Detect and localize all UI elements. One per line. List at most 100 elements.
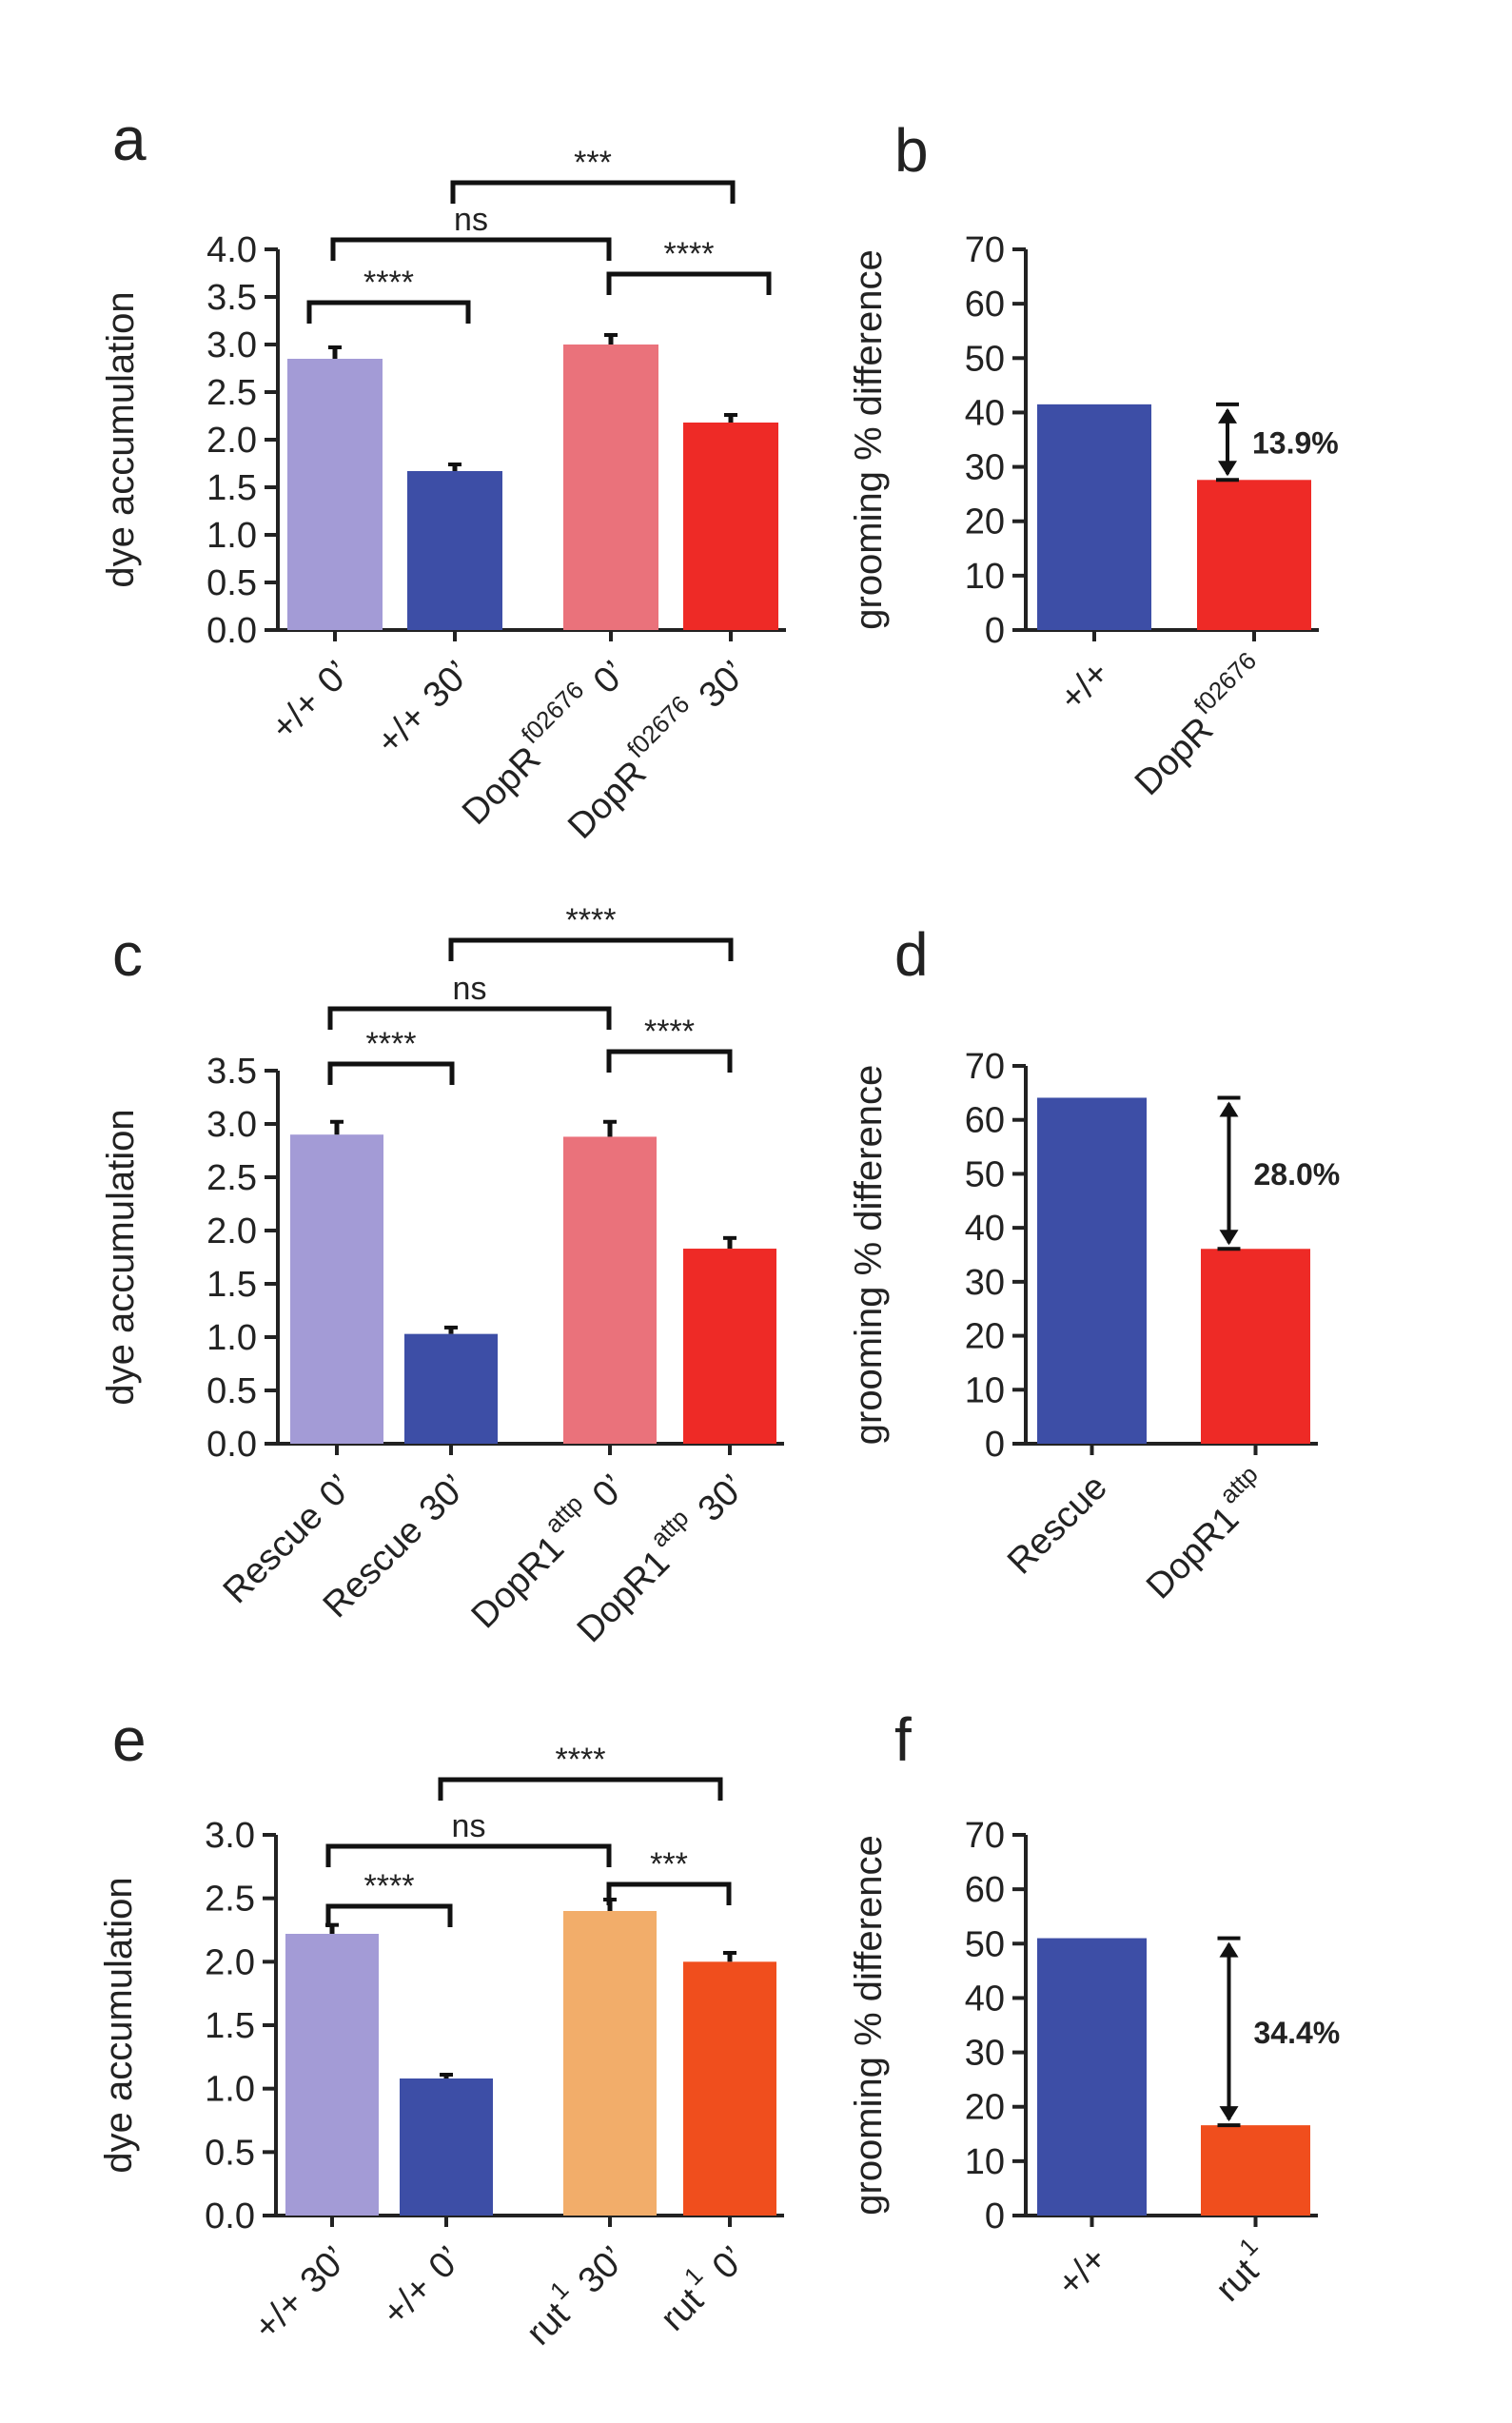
category-label: rut1 [1201,2232,1279,2310]
bar [404,1333,498,1444]
category-label: DopRf02676 [1120,646,1277,803]
significance-label: **** [364,1868,415,1904]
bar [563,1911,657,2216]
y-axis-label: grooming % difference [848,249,890,630]
significance-bracket [325,1843,612,1867]
category-label: DopRf0267630’ [553,646,754,847]
y-tick-label: 70 [965,1047,1005,1087]
difference-label: 28.0% [1254,1157,1341,1192]
category-superscript: attp [539,1489,588,1539]
bar [1197,480,1311,630]
bar [400,2078,493,2216]
significance-label: ns [452,1808,486,1844]
y-tick-label: 70 [965,1816,1005,1856]
y-tick-label: 4.0 [206,230,257,270]
y-tick-label: 0.5 [205,2133,255,2173]
y-tick-label: 3.0 [205,1816,255,1856]
significance-label: **** [363,265,414,301]
y-tick-label: 3.0 [206,1105,257,1145]
significance-bracket [606,271,772,295]
y-tick-label: 3.0 [206,325,257,365]
bar [563,345,658,630]
bar [285,1934,379,2216]
category-name: DopR [560,753,654,846]
panel-d: d 0 10 20 30 40 50 60 70 grooming % difference Res… [848,920,1340,1607]
difference-arrowhead [1218,461,1237,477]
y-axis-label: dye accumulation [100,1109,142,1405]
category-label: +/+ [1050,2239,1115,2305]
y-tick-label: 60 [965,1870,1005,1910]
y-tick-label: 1.5 [206,1265,257,1305]
significance-bracket [438,1777,723,1801]
y-tick-label: 20 [965,502,1005,542]
significance-label: **** [566,902,617,938]
y-tick-label: 20 [965,2088,1005,2128]
y-tick-label: 3.5 [206,278,257,318]
y-tick-label: 0.5 [206,563,257,603]
bar [290,1134,383,1444]
category-name: DopR1 [570,1543,677,1650]
y-tick-label: 10 [965,2142,1005,2182]
panel-f: f 0 10 20 30 40 50 60 70 grooming % difference +/+… [848,1705,1340,2310]
category-label: +/+30’ [246,2239,355,2348]
category-name: DopR1 [1139,1499,1247,1606]
category-time: 30’ [416,654,479,717]
bar [563,1136,657,1444]
bar [287,359,383,630]
y-tick-label: 1.0 [206,1318,257,1358]
y-axis-label: dye accumulation [100,291,142,587]
y-tick-label: 10 [965,1370,1005,1410]
category-label: DopR1attp [1131,1460,1279,1607]
significance-label: ns [454,202,488,238]
category-label: +/+30’ [369,654,478,762]
category-name: +/+ [375,2268,441,2334]
category-name: Rescue [216,1496,331,1611]
y-axis-label: dye accumulation [98,1877,140,2173]
category-name: rut [653,2280,711,2338]
significance-bracket [325,1903,453,1927]
panel-letter: d [894,920,929,989]
panel-c: c 0.0 0.5 1.0 1.5 2.0 2.5 3.0 3.5 dye accumulatio… [100,902,784,1650]
category-superscript: f02676 [621,690,695,763]
category-label: Rescue [1000,1468,1115,1583]
category-superscript: attp [644,1504,694,1553]
difference-label: 34.4% [1254,2016,1341,2050]
category-time: 30’ [692,654,755,717]
bar [1201,1249,1310,1444]
category-label: +/+ [1052,654,1118,719]
y-tick-label: 1.5 [205,2006,255,2046]
bar [683,1249,776,1444]
category-name: rut [1208,2251,1267,2309]
category-name: +/+ [1050,2239,1115,2305]
y-tick-label: 2.5 [206,1158,257,1198]
category-time: 0’ [705,2239,754,2288]
bar [1037,404,1151,630]
category-time: 0’ [310,654,359,702]
y-tick-label: 40 [965,1209,1005,1249]
y-tick-label: 0 [985,611,1005,651]
y-tick-label: 30 [965,1263,1005,1303]
y-tick-label: 30 [965,448,1005,488]
category-time: 30’ [293,2239,356,2302]
y-axis-label: grooming % difference [848,1835,890,2216]
category-time: 30’ [412,1468,475,1530]
y-tick-label: 50 [965,339,1005,379]
category-label: +/+0’ [264,654,358,748]
significance-label: **** [664,236,715,272]
panel-letter: e [112,1705,147,1774]
significance-label: ns [453,971,487,1007]
y-tick-label: 1.5 [206,468,257,508]
y-tick-label: 0.0 [206,1425,257,1465]
bar [1037,1938,1147,2216]
difference-arrowhead [1219,2106,1239,2122]
significance-bracket [306,300,471,324]
y-tick-label: 1.0 [206,516,257,556]
y-tick-label: 70 [965,230,1005,270]
significance-bracket [330,237,612,261]
category-time: 0’ [312,1468,361,1516]
category-label: +/+0’ [375,2239,469,2334]
y-tick-label: 0 [985,2196,1005,2236]
difference-arrowhead [1218,407,1237,424]
significance-bracket [448,937,734,961]
